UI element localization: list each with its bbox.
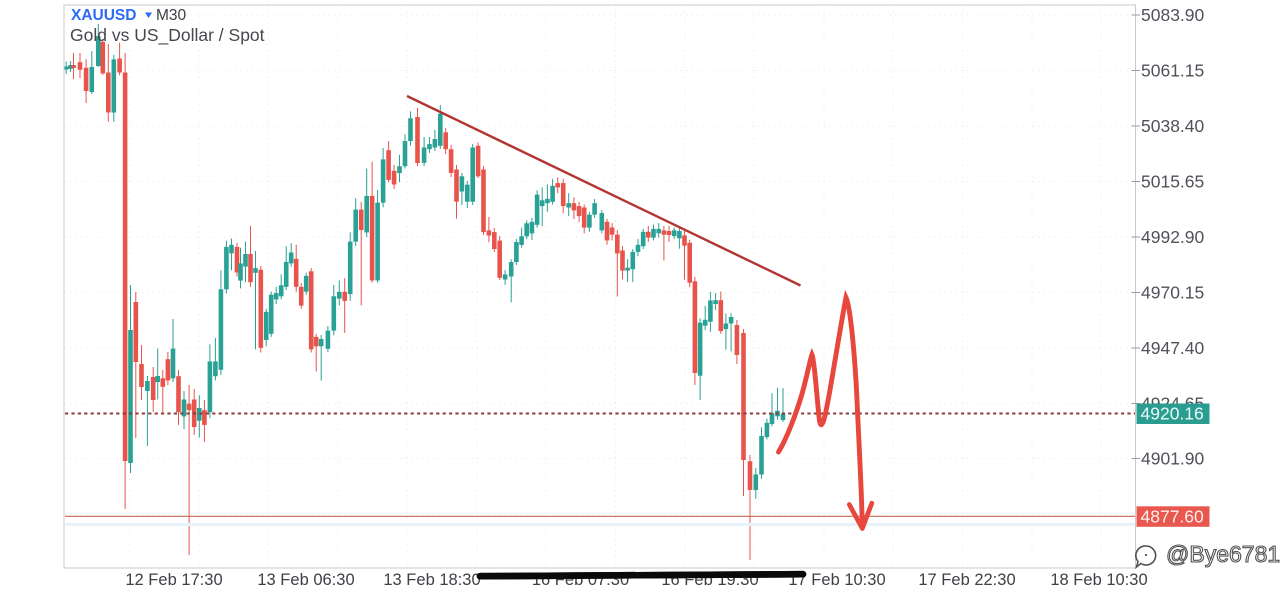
- svg-text:M30: M30: [156, 7, 187, 24]
- svg-text:5038.40: 5038.40: [1141, 116, 1205, 136]
- svg-text:XAUUSD: XAUUSD: [71, 7, 136, 24]
- svg-text:4877.60: 4877.60: [1141, 506, 1205, 526]
- svg-text:5061.15: 5061.15: [1141, 61, 1204, 81]
- svg-text:5083.90: 5083.90: [1141, 5, 1205, 25]
- svg-text:4920.16: 4920.16: [1141, 404, 1204, 424]
- svg-text:@Bye6781: @Bye6781: [1166, 541, 1280, 567]
- svg-text:4901.90: 4901.90: [1141, 449, 1205, 469]
- svg-text:12 Feb 17:30: 12 Feb 17:30: [125, 571, 222, 589]
- svg-text:4947.40: 4947.40: [1141, 338, 1205, 358]
- svg-text:13 Feb 06:30: 13 Feb 06:30: [257, 571, 354, 589]
- svg-text:17 Feb 10:30: 17 Feb 10:30: [788, 571, 885, 589]
- svg-text:18 Feb 10:30: 18 Feb 10:30: [1050, 571, 1147, 589]
- svg-text:13 Feb 18:30: 13 Feb 18:30: [383, 571, 480, 589]
- svg-text:4992.90: 4992.90: [1141, 227, 1205, 247]
- svg-text:4970.15: 4970.15: [1141, 283, 1204, 303]
- svg-text:Gold vs US_Dollar / Spot: Gold vs US_Dollar / Spot: [70, 25, 265, 46]
- svg-text:17 Feb 22:30: 17 Feb 22:30: [918, 571, 1015, 589]
- svg-text:5015.65: 5015.65: [1141, 172, 1204, 192]
